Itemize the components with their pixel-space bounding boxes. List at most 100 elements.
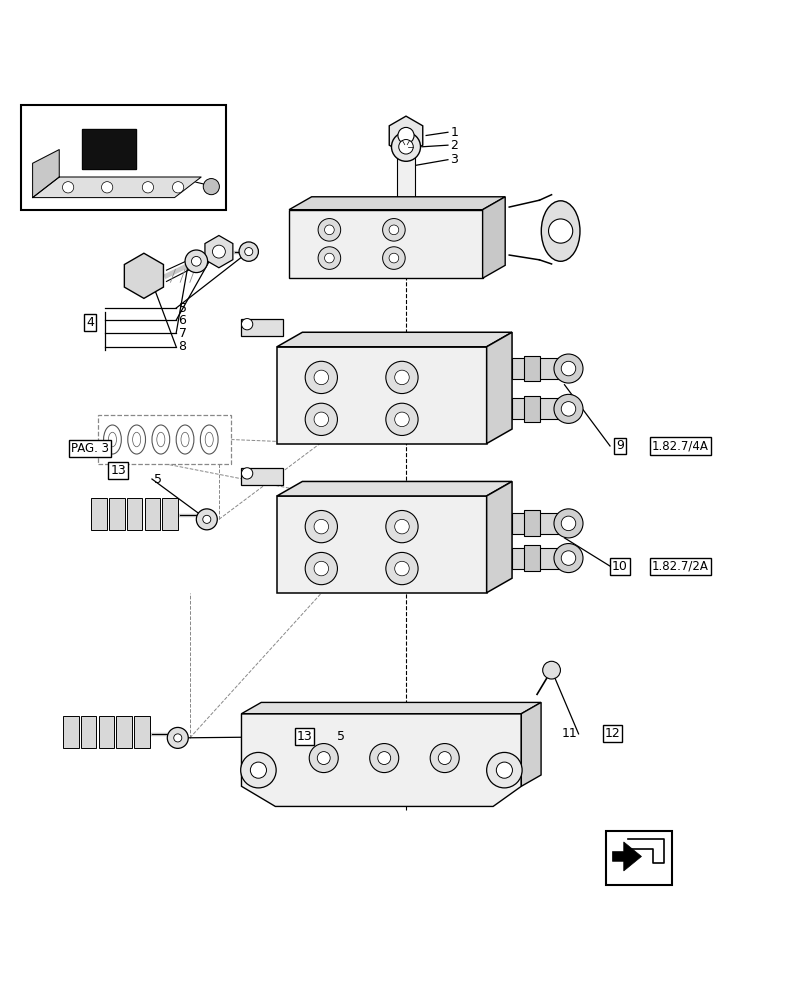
Circle shape: [244, 248, 252, 256]
Text: 1: 1: [450, 126, 457, 139]
Circle shape: [318, 219, 341, 241]
Text: 1.82.7/2A: 1.82.7/2A: [651, 560, 708, 573]
Ellipse shape: [181, 432, 189, 447]
Circle shape: [486, 752, 521, 788]
Bar: [523, 356, 539, 381]
Circle shape: [382, 247, 405, 269]
Circle shape: [324, 253, 334, 263]
Bar: [63, 716, 79, 748]
Ellipse shape: [109, 432, 116, 447]
Circle shape: [305, 403, 337, 435]
Polygon shape: [277, 347, 486, 444]
Polygon shape: [82, 129, 135, 169]
Text: 13: 13: [110, 464, 126, 477]
Polygon shape: [241, 714, 521, 806]
Circle shape: [172, 182, 183, 193]
Ellipse shape: [157, 432, 165, 447]
Text: 13: 13: [296, 730, 312, 743]
Circle shape: [191, 256, 201, 266]
Bar: [512, 358, 561, 379]
Ellipse shape: [132, 432, 140, 447]
Circle shape: [314, 370, 328, 385]
Polygon shape: [32, 177, 201, 198]
Text: 9: 9: [615, 439, 623, 452]
Bar: [81, 716, 97, 748]
Polygon shape: [482, 197, 504, 278]
Circle shape: [305, 552, 337, 585]
Polygon shape: [204, 235, 233, 268]
Circle shape: [62, 182, 74, 193]
Bar: [98, 415, 230, 464]
Bar: [92, 498, 107, 530]
Circle shape: [496, 762, 512, 778]
Text: 3: 3: [450, 153, 457, 166]
Circle shape: [212, 245, 225, 258]
Text: 5: 5: [337, 730, 345, 743]
Circle shape: [318, 247, 341, 269]
Circle shape: [142, 182, 153, 193]
Circle shape: [185, 250, 208, 273]
Ellipse shape: [200, 425, 218, 454]
Bar: [99, 716, 114, 748]
Circle shape: [382, 219, 405, 241]
Polygon shape: [289, 210, 482, 278]
Circle shape: [388, 253, 398, 263]
Circle shape: [397, 127, 414, 144]
Circle shape: [430, 744, 459, 773]
Polygon shape: [611, 842, 641, 871]
Ellipse shape: [127, 425, 145, 454]
Circle shape: [385, 403, 418, 435]
Text: 6: 6: [178, 314, 187, 327]
Circle shape: [385, 510, 418, 543]
Circle shape: [203, 515, 211, 523]
Circle shape: [241, 319, 252, 330]
Polygon shape: [124, 253, 163, 298]
Bar: [397, 153, 414, 242]
Bar: [240, 319, 282, 336]
Circle shape: [394, 519, 409, 534]
Circle shape: [385, 361, 418, 394]
Text: 2: 2: [450, 139, 457, 152]
Circle shape: [377, 752, 390, 765]
Circle shape: [553, 509, 582, 538]
Polygon shape: [241, 702, 540, 714]
Circle shape: [238, 242, 258, 261]
Ellipse shape: [176, 425, 194, 454]
Polygon shape: [277, 496, 486, 593]
Circle shape: [314, 561, 328, 576]
Ellipse shape: [152, 425, 169, 454]
Bar: [240, 468, 282, 485]
Circle shape: [250, 762, 266, 778]
Polygon shape: [277, 481, 512, 496]
Circle shape: [388, 225, 398, 235]
Circle shape: [305, 510, 337, 543]
Bar: [144, 498, 160, 530]
Ellipse shape: [205, 432, 213, 447]
Text: 1.82.7/4A: 1.82.7/4A: [651, 439, 708, 452]
Circle shape: [385, 552, 418, 585]
Bar: [523, 545, 539, 571]
Circle shape: [203, 179, 219, 195]
Circle shape: [391, 132, 420, 161]
Text: 5: 5: [178, 302, 187, 315]
Polygon shape: [521, 702, 540, 786]
Circle shape: [369, 744, 398, 773]
Text: 12: 12: [604, 727, 620, 740]
Circle shape: [548, 219, 572, 243]
Circle shape: [553, 544, 582, 573]
Circle shape: [553, 354, 582, 383]
Circle shape: [305, 361, 337, 394]
Text: 11: 11: [560, 727, 577, 740]
Bar: [109, 498, 124, 530]
Circle shape: [438, 752, 451, 765]
Circle shape: [167, 727, 188, 748]
Ellipse shape: [541, 201, 579, 261]
Polygon shape: [388, 116, 423, 155]
Bar: [127, 498, 142, 530]
Text: 7: 7: [178, 327, 187, 340]
Polygon shape: [486, 481, 512, 593]
Bar: [134, 716, 149, 748]
Circle shape: [314, 412, 328, 427]
Circle shape: [309, 744, 338, 773]
Circle shape: [560, 361, 575, 376]
